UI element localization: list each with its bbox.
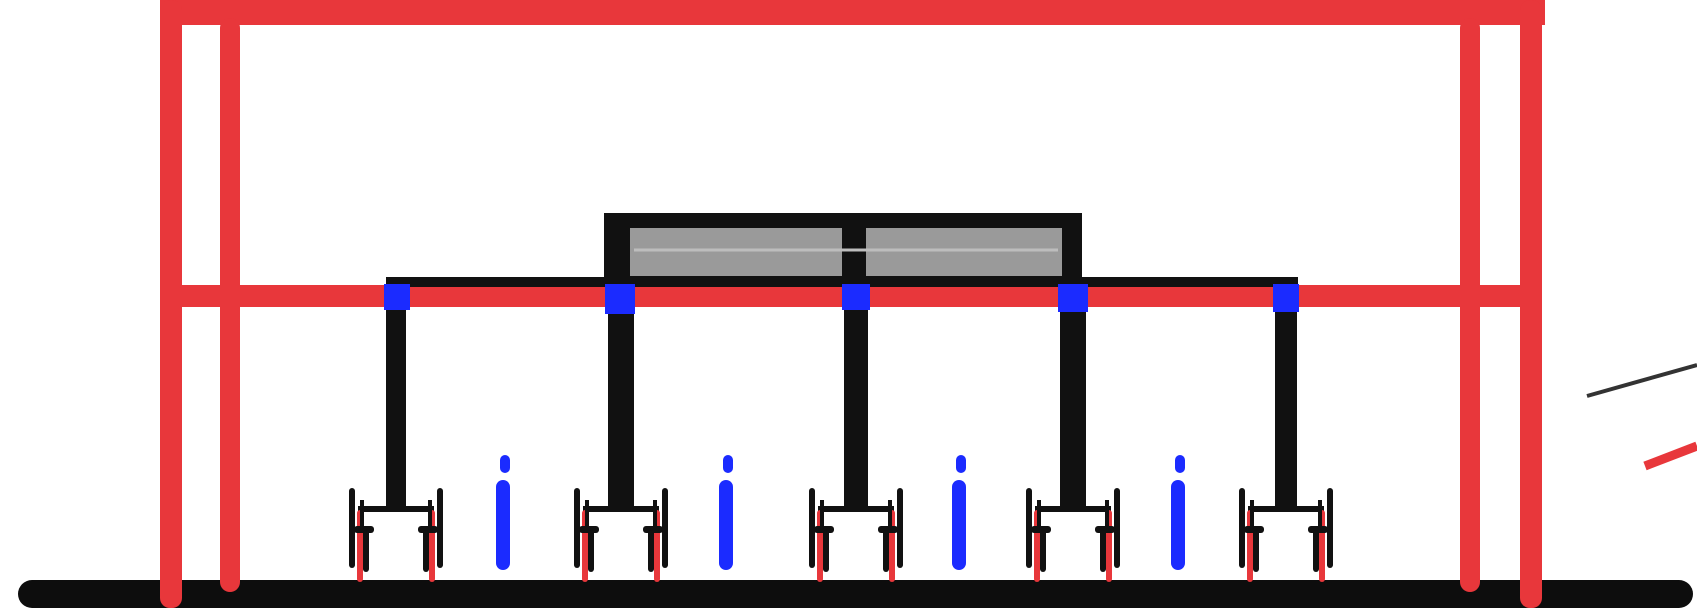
joints <box>384 284 1299 314</box>
chair-pairs <box>349 488 1333 582</box>
person-figure <box>719 455 733 570</box>
chair-pair <box>1026 488 1120 582</box>
table-top <box>358 506 434 512</box>
frame-right-outer-post <box>1520 0 1542 608</box>
chair <box>1026 488 1051 582</box>
support-post <box>608 298 634 510</box>
chair <box>574 488 599 582</box>
support-post <box>1275 298 1297 510</box>
person-figure <box>1171 455 1185 570</box>
chair <box>1308 488 1333 582</box>
frame-top-beam <box>160 0 1545 25</box>
table-top <box>1035 506 1111 512</box>
chair-pair <box>809 488 903 582</box>
chair <box>643 488 668 582</box>
chair-pair <box>574 488 668 582</box>
joint <box>1273 284 1299 312</box>
person-figure <box>952 455 966 570</box>
joint <box>605 284 635 314</box>
overhead-panel <box>604 213 1082 283</box>
chair <box>878 488 903 582</box>
joint <box>1058 284 1088 312</box>
table-top <box>583 506 659 512</box>
chair <box>349 488 374 582</box>
table-top <box>1248 506 1324 512</box>
ground-bar <box>18 580 1693 608</box>
chair <box>809 488 834 582</box>
chair-pair <box>349 488 443 582</box>
person-figure <box>496 455 510 570</box>
support-post <box>1060 298 1086 510</box>
support-post <box>386 298 406 510</box>
black-top-beam <box>386 277 1298 287</box>
accent-line-red <box>1643 441 1697 471</box>
support-post <box>844 298 868 510</box>
chair-pair <box>1239 488 1333 582</box>
ground <box>18 580 1693 608</box>
panel-right-fill <box>866 228 1062 276</box>
people <box>496 455 1185 570</box>
chair <box>418 488 443 582</box>
panel-left-fill <box>630 228 842 276</box>
frame-left-outer-post <box>160 0 182 608</box>
joint <box>842 284 870 310</box>
chair <box>1095 488 1120 582</box>
table-top <box>818 506 894 512</box>
accent-line-dark <box>1586 363 1697 398</box>
joint <box>384 284 410 310</box>
support-posts <box>386 298 1297 510</box>
accent-lines <box>1586 363 1697 471</box>
chair <box>1239 488 1264 582</box>
